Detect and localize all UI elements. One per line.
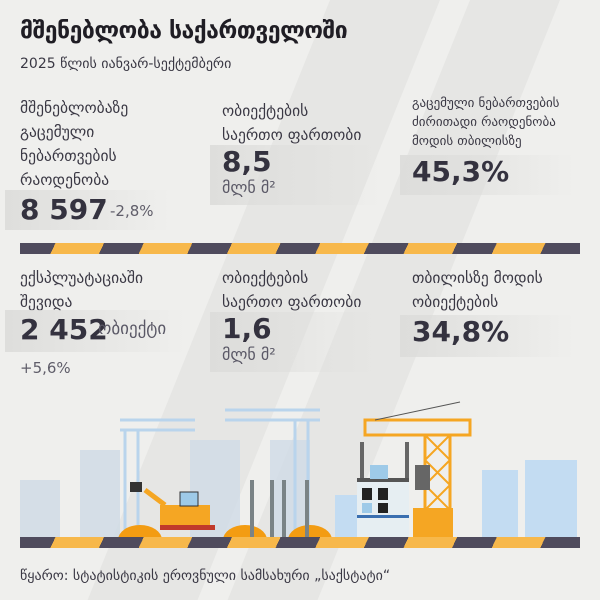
label-line: გაცემული: [20, 123, 95, 141]
value-band: [210, 145, 380, 205]
label-line: შევიდა: [20, 293, 73, 311]
steel-pillars: [250, 480, 309, 538]
label-line: საერთო ფართობი: [222, 293, 362, 311]
stat-label-tbilisi-permits: გაცემული ნებართვების ძირითადი რაოდენობა …: [412, 94, 559, 151]
stat-value-tbilisi-permits: 45,3%: [412, 155, 510, 188]
stat-change-permits: -2,8%: [110, 202, 154, 220]
background-towers: [335, 460, 577, 538]
value-band: [400, 155, 575, 195]
source-note: წყარო: სტატისტიკის ეროვნული სამსახური „ს…: [20, 568, 391, 584]
label-line: ექსპლუატაციაში: [20, 269, 144, 287]
label-line: მშენებლობაზე: [20, 99, 129, 117]
stat-value-area-2: 1,6: [222, 312, 272, 345]
label-line: მოდის თბილისზე: [412, 134, 522, 149]
subtitle: 2025 წლის იანვარ-სექტემბერი: [20, 56, 232, 72]
building-under-construction-icon: [357, 442, 409, 538]
stat-label-tbilisi-objects: თბილისზე მოდის ობიექტების: [412, 266, 543, 314]
stat-label-permits: მშენებლობაზე გაცემული ნებართვების რაოდენ…: [20, 96, 128, 192]
excavator-icon: [130, 482, 215, 530]
stat-unit-area: მლნ მ²: [222, 178, 276, 197]
page-title: მშენებლობა საქართველოში: [20, 18, 348, 44]
label-line: ნებართვების: [20, 147, 117, 165]
label-line: ობიექტების: [412, 293, 499, 311]
stat-label-area-2: ობიექტების საერთო ფართობი: [222, 266, 361, 314]
stat-value-permits: 8 597: [20, 193, 108, 226]
stat-value-area: 8,5: [222, 145, 272, 178]
stat-unit-commissioned: ობიექტი: [98, 319, 167, 339]
label-line: რაოდენობა: [20, 171, 110, 189]
stat-label-commissioned: ექსპლუატაციაში შევიდა: [20, 266, 143, 314]
label-line: საერთო ფართობი: [222, 126, 362, 144]
label-line: ძირითადი რაოდენობა: [412, 115, 556, 130]
value-band: [400, 315, 575, 357]
value-band: [5, 190, 170, 230]
value-band: [5, 310, 185, 352]
hazard-stripe-ground: [20, 537, 580, 548]
stat-value-tbilisi-objects: 34,8%: [412, 315, 510, 348]
hazard-stripe-divider: [20, 243, 580, 254]
tower-crane-icon: [363, 401, 472, 538]
label-line: ობიექტების: [222, 269, 309, 287]
label-line: ობიექტების: [222, 102, 309, 120]
label-line: თბილისზე მოდის: [412, 269, 543, 287]
value-band: [210, 312, 380, 372]
label-line: გაცემული ნებართვების: [412, 96, 560, 111]
stat-change-commissioned: +5,6%: [20, 359, 71, 377]
stat-unit-area-2: მლნ მ²: [222, 345, 276, 364]
dirt-piles: [118, 525, 332, 540]
construction-illustration: [20, 401, 577, 540]
stat-label-area: ობიექტების საერთო ფართობი: [222, 99, 361, 147]
stat-value-commissioned: 2 452: [20, 313, 108, 346]
